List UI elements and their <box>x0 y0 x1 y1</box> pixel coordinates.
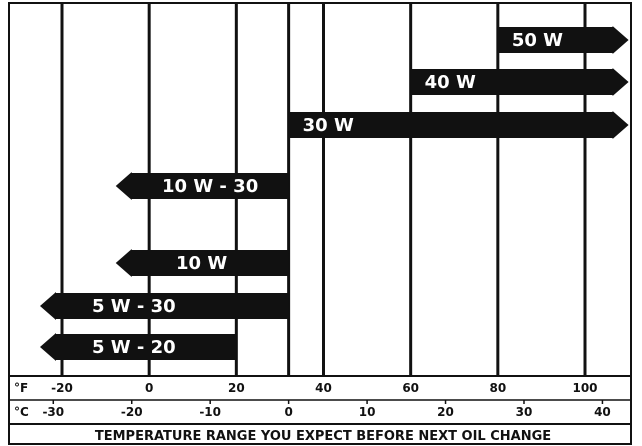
celsius-tick-label: 10 <box>359 405 376 419</box>
fahrenheit-tick-label: 80 <box>489 381 506 395</box>
fahrenheit-tick-label: 40 <box>315 381 332 395</box>
range-bar <box>40 292 289 320</box>
range-bar-label: 50 W <box>512 30 563 51</box>
celsius-tick-label: 30 <box>516 405 533 419</box>
range-bar <box>40 333 237 361</box>
chart-frame <box>8 2 632 445</box>
celsius-unit: °C <box>14 405 29 419</box>
range-bar-label: 5 W - 20 <box>92 337 176 358</box>
range-bar-label: 10 W - 30 <box>162 176 258 197</box>
celsius-tick-label: -30 <box>42 405 64 419</box>
range-bar-label: 40 W <box>425 72 476 93</box>
range-bar-label: 5 W - 30 <box>92 296 176 317</box>
celsius-tick-label: -20 <box>121 405 143 419</box>
fahrenheit-tick-label: 0 <box>145 381 153 395</box>
celsius-tick-label: 0 <box>284 405 292 419</box>
range-bar <box>410 68 629 96</box>
range-bars: 50 W 40 W 30 W 10 W - 30 10 W 5 W - 30 5 W - 2… <box>40 26 629 361</box>
celsius-tick-label: 20 <box>437 405 454 419</box>
celsius-ticks: -30 -20 -10 0 10 20 30 40 <box>42 400 611 419</box>
range-bar <box>497 26 629 54</box>
x-axis-caption: TEMPERATURE RANGE YOU EXPECT BEFORE NEXT… <box>95 429 551 444</box>
fahrenheit-tick-label: -20 <box>51 381 73 395</box>
fahrenheit-tick-label: 20 <box>228 381 245 395</box>
fahrenheit-tick-label: 100 <box>572 381 597 395</box>
range-bar-label: 30 W <box>303 115 354 136</box>
celsius-tick-label: 40 <box>594 405 611 419</box>
range-bar <box>115 249 289 277</box>
fahrenheit-tick-label: 60 <box>402 381 419 395</box>
celsius-tick-label: -10 <box>199 405 221 419</box>
range-bar <box>288 111 629 139</box>
fahrenheit-ticks: -20 0 20 40 60 80 100 <box>51 381 597 395</box>
range-bar-label: 10 W <box>176 253 227 274</box>
range-bar <box>115 172 289 200</box>
fahrenheit-unit: °F <box>14 381 28 395</box>
